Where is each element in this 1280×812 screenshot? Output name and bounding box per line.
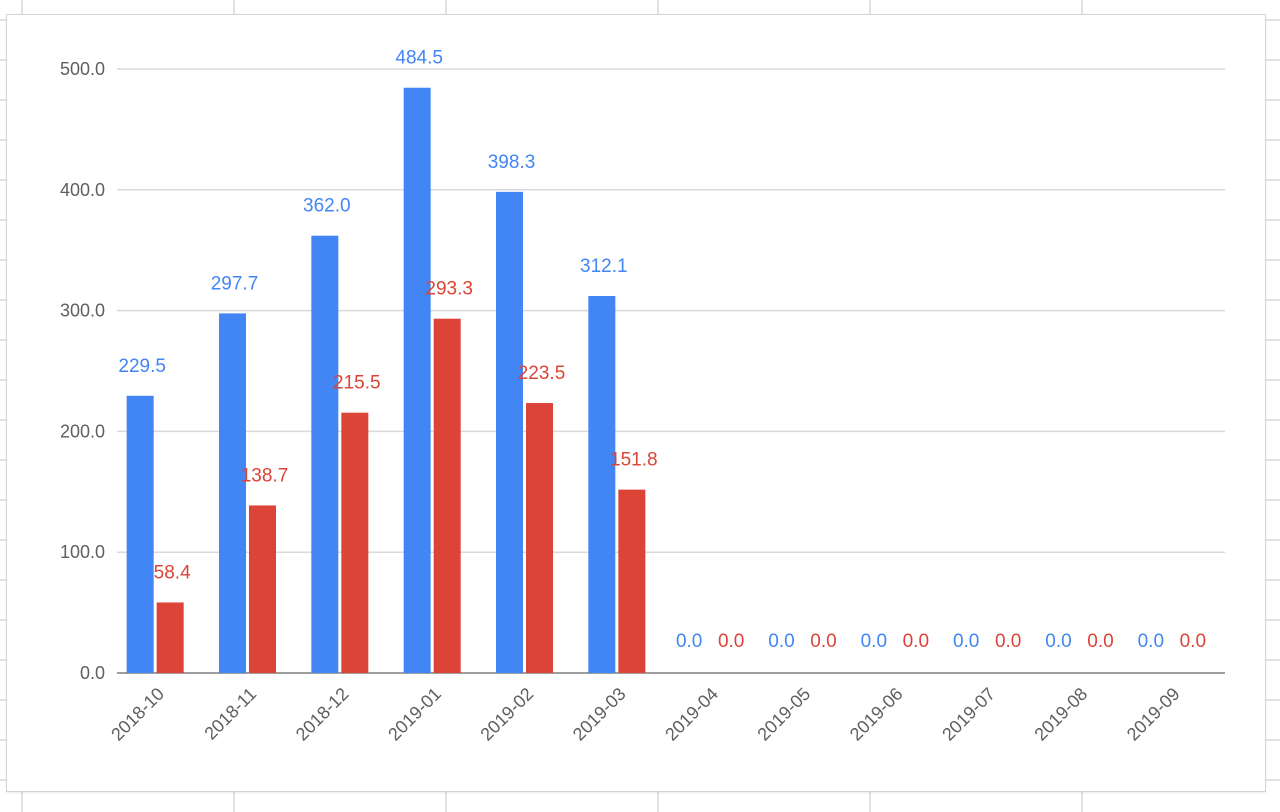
y-tick-label: 0.0 [80, 663, 105, 683]
y-tick-label: 500.0 [60, 59, 105, 79]
x-tick-label: 2019-02 [476, 684, 537, 745]
data-label: 215.5 [333, 373, 381, 394]
bar[interactable] [156, 602, 184, 673]
y-tick-label: 200.0 [60, 421, 105, 441]
data-label: 293.3 [425, 279, 473, 300]
data-label: 151.8 [610, 450, 658, 471]
bar[interactable] [219, 313, 246, 673]
bar[interactable] [588, 295, 616, 673]
data-label: 223.5 [518, 363, 566, 384]
bar[interactable] [526, 403, 553, 673]
chart-container[interactable]: 0.0 100.0 200.0 300.0 400.0 500.0 229.5 58.4 201… [6, 14, 1266, 792]
bar[interactable] [126, 395, 154, 673]
bar[interactable] [403, 87, 431, 673]
y-tick-label: 300.0 [60, 301, 105, 321]
data-label: 0.0 [995, 631, 1021, 652]
bar[interactable] [618, 489, 646, 673]
data-label: 0.0 [810, 631, 836, 652]
x-tick-label: 2018-12 [292, 684, 353, 745]
data-label: 0.0 [953, 631, 979, 652]
bar-chart: 0.0 100.0 200.0 300.0 400.0 500.0 229.5 58.4 201… [60, 48, 1225, 745]
data-label: 362.0 [303, 196, 351, 217]
bar[interactable] [496, 191, 523, 673]
data-label: 138.7 [241, 465, 289, 486]
data-label: 484.5 [395, 48, 443, 69]
data-label: 0.0 [768, 631, 794, 652]
data-label: 312.1 [580, 256, 628, 277]
x-tick-label: 2019-08 [1030, 684, 1091, 745]
bar[interactable] [249, 505, 276, 673]
x-tick-label: 2019-03 [569, 684, 630, 745]
data-label: 0.0 [1087, 631, 1113, 652]
data-label: 398.3 [488, 152, 536, 173]
data-label: 0.0 [1138, 631, 1164, 652]
data-label: 0.0 [718, 631, 744, 652]
x-tick-label: 2018-10 [107, 684, 168, 745]
data-label: 0.0 [903, 631, 929, 652]
bar[interactable] [311, 235, 339, 674]
x-tick-label: 2019-05 [753, 684, 814, 745]
x-tick-label: 2019-09 [1123, 684, 1184, 745]
bar[interactable] [341, 412, 369, 673]
x-tick-label: 2019-01 [384, 684, 445, 745]
data-label: 0.0 [1180, 631, 1206, 652]
x-tick-label: 2019-06 [846, 684, 907, 745]
data-label: 0.0 [1045, 631, 1071, 652]
bar[interactable] [433, 318, 461, 673]
data-label: 297.7 [211, 273, 259, 294]
x-tick-label: 2019-04 [661, 684, 722, 745]
data-label: 229.5 [118, 356, 166, 377]
data-label: 58.4 [154, 562, 191, 583]
y-tick-label: 400.0 [60, 180, 105, 200]
x-tick-label: 2018-11 [200, 684, 260, 744]
y-tick-label: 100.0 [60, 542, 105, 562]
data-label: 0.0 [676, 631, 702, 652]
data-label: 0.0 [861, 631, 887, 652]
x-tick-label: 2019-07 [938, 684, 999, 745]
